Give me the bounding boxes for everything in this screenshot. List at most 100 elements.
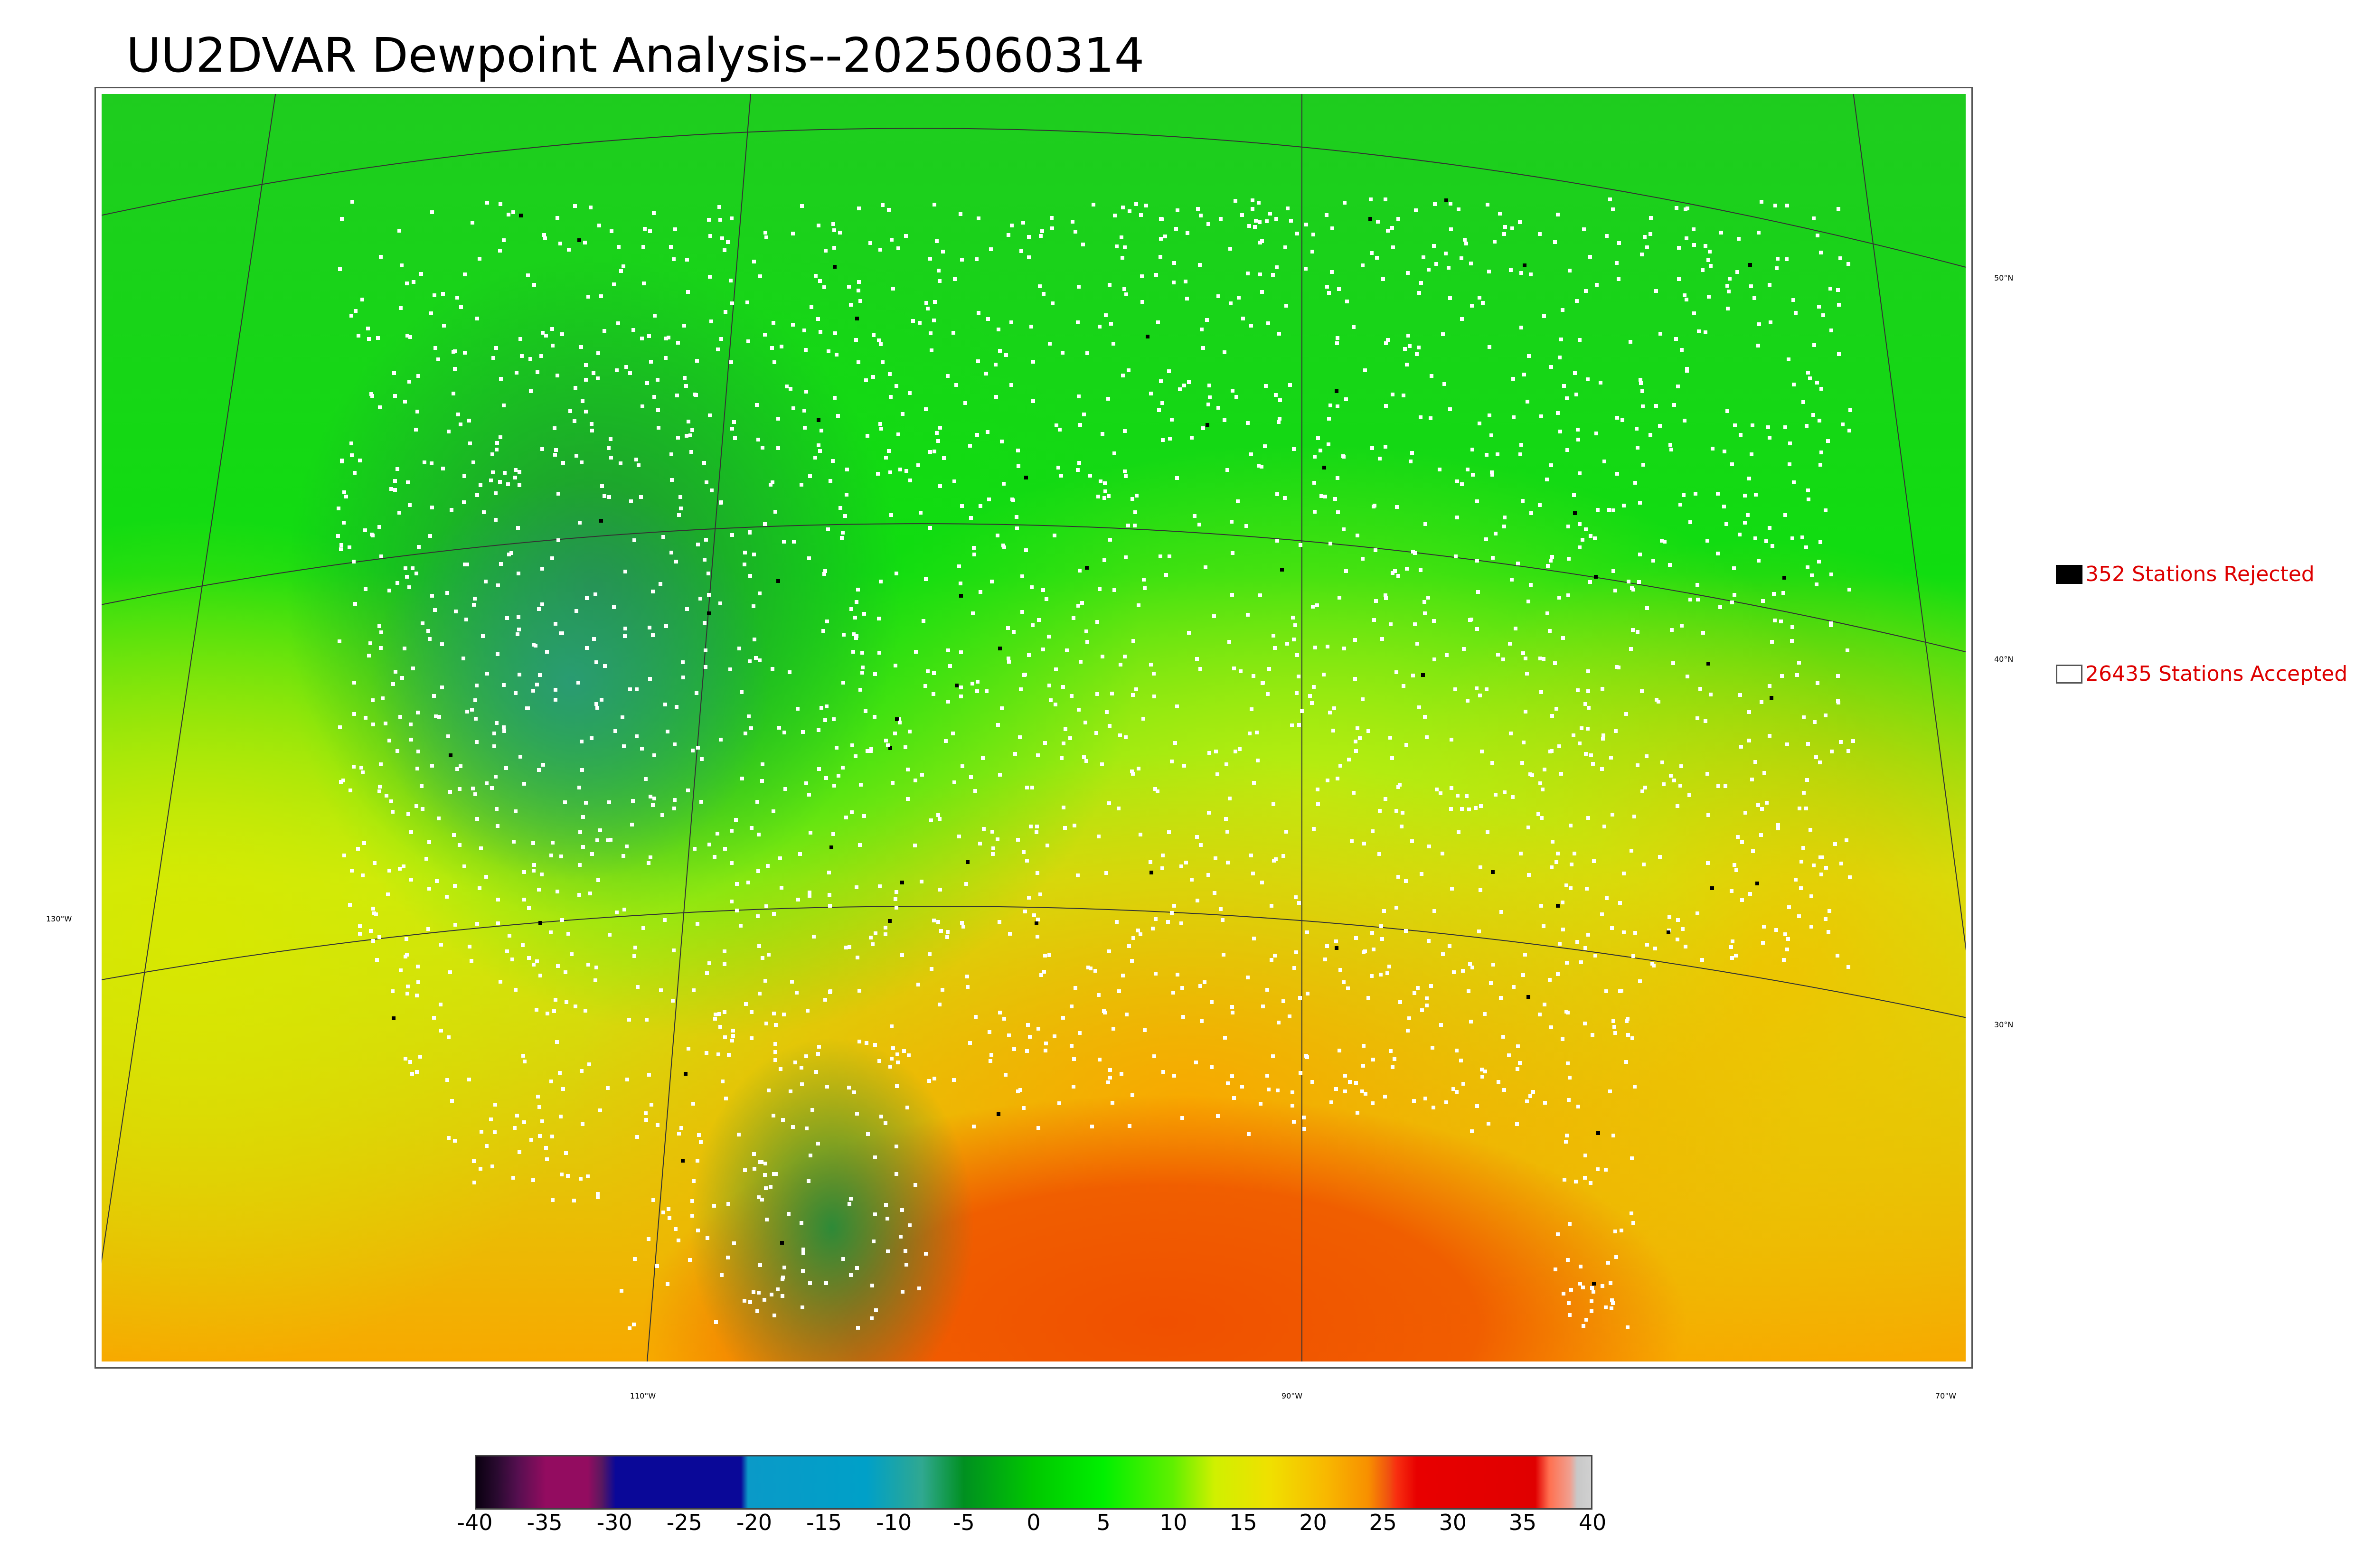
station-accepted-marker: [1353, 638, 1357, 642]
station-accepted-marker: [702, 461, 706, 465]
station-accepted-marker: [675, 705, 678, 709]
station-accepted-marker: [352, 560, 356, 563]
station-accepted-marker: [1649, 433, 1652, 437]
station-accepted-marker: [856, 1326, 860, 1330]
station-accepted-marker: [1025, 859, 1029, 863]
station-accepted-marker: [1295, 653, 1299, 657]
station-accepted-marker: [1140, 300, 1144, 304]
station-accepted-marker: [1787, 357, 1790, 361]
station-accepted-marker: [349, 441, 353, 445]
station-accepted-marker: [1449, 807, 1453, 811]
station-accepted-marker: [1768, 283, 1771, 287]
station-accepted-marker: [708, 413, 712, 417]
station-accepted-marker: [472, 1181, 476, 1184]
station-accepted-marker: [594, 966, 598, 969]
station-accepted-marker: [1247, 1132, 1251, 1136]
station-accepted-marker: [1807, 498, 1810, 501]
station-accepted-marker: [1334, 939, 1338, 943]
station-accepted-marker: [1786, 937, 1790, 941]
station-accepted-marker: [550, 327, 554, 331]
station-accepted-marker: [1624, 712, 1628, 716]
station-accepted-marker: [1166, 920, 1170, 924]
station-accepted-marker: [453, 884, 457, 888]
station-accepted-marker: [1390, 226, 1394, 230]
station-accepted-marker: [1567, 557, 1571, 561]
station-accepted-marker: [649, 855, 652, 859]
station-accepted-marker: [755, 403, 759, 407]
station-accepted-marker: [1677, 246, 1681, 250]
station-accepted-marker: [1460, 317, 1464, 321]
station-accepted-marker: [1608, 1089, 1612, 1093]
station-accepted-marker: [407, 585, 411, 589]
station-accepted-marker: [1516, 1044, 1520, 1048]
station-accepted-marker: [1336, 510, 1340, 514]
station-accepted-marker: [1550, 714, 1554, 718]
station-accepted-marker: [450, 1099, 454, 1103]
station-accepted-marker: [764, 1186, 768, 1190]
station-accepted-marker: [1323, 958, 1327, 961]
station-accepted-marker: [1374, 599, 1378, 603]
station-accepted-marker: [1018, 735, 1022, 739]
station-accepted-marker: [1524, 657, 1527, 660]
station-accepted-marker: [1594, 432, 1598, 435]
station-accepted-marker: [1325, 213, 1328, 217]
station-accepted-marker: [924, 407, 928, 411]
station-accepted-marker: [1327, 291, 1331, 295]
station-accepted-marker: [1403, 347, 1407, 351]
station-accepted-marker: [1201, 426, 1205, 430]
station-accepted-marker: [1083, 721, 1087, 724]
station-accepted-marker: [1485, 453, 1488, 457]
station-accepted-marker: [336, 534, 340, 538]
station-accepted-marker: [1445, 653, 1449, 657]
station-accepted-marker: [1846, 749, 1850, 753]
station-accepted-marker: [1836, 674, 1840, 678]
station-accepted-marker: [870, 1284, 874, 1287]
station-accepted-marker: [969, 775, 973, 779]
station-accepted-marker: [459, 764, 462, 768]
station-accepted-marker: [1080, 601, 1084, 605]
station-accepted-marker: [1783, 513, 1787, 517]
station-accepted-marker: [1688, 520, 1692, 524]
station-accepted-marker: [1200, 328, 1204, 331]
station-accepted-marker: [1098, 1058, 1102, 1061]
station-accepted-marker: [1035, 830, 1038, 834]
station-accepted-marker: [1410, 451, 1414, 455]
station-accepted-marker: [369, 392, 373, 396]
station-accepted-marker: [1223, 1036, 1227, 1040]
station-accepted-marker: [498, 480, 502, 484]
station-accepted-marker: [1002, 482, 1006, 486]
station-accepted-marker: [1342, 527, 1346, 531]
colorbar-tick: -5: [952, 1510, 975, 1535]
station-accepted-marker: [1817, 305, 1821, 309]
station-accepted-marker: [1105, 710, 1109, 714]
station-accepted-marker: [895, 906, 898, 910]
station-rejected-marker: [519, 214, 523, 217]
station-accepted-marker: [585, 596, 589, 600]
station-accepted-marker: [752, 604, 755, 608]
station-accepted-marker: [364, 716, 367, 720]
station-accepted-marker: [1186, 231, 1189, 235]
station-accepted-marker: [1676, 804, 1679, 808]
station-accepted-marker: [757, 833, 761, 836]
station-accepted-marker: [1047, 684, 1051, 687]
station-accepted-marker: [1611, 1301, 1615, 1305]
station-accepted-marker: [1484, 537, 1488, 541]
station-accepted-marker: [1480, 750, 1484, 753]
station-accepted-marker: [338, 725, 342, 729]
station-accepted-marker: [368, 641, 372, 645]
station-accepted-marker: [1354, 936, 1358, 940]
station-accepted-marker: [674, 560, 678, 563]
station-accepted-marker: [415, 1070, 419, 1074]
station-accepted-marker: [468, 945, 471, 948]
station-accepted-marker: [1311, 233, 1315, 236]
station-accepted-marker: [860, 651, 864, 655]
station-accepted-marker: [692, 988, 696, 992]
station-accepted-marker: [1649, 216, 1653, 220]
station-accepted-marker: [1115, 920, 1119, 924]
station-accepted-marker: [405, 334, 409, 338]
station-accepted-marker: [889, 513, 893, 517]
station-accepted-marker: [730, 427, 734, 431]
station-accepted-marker: [890, 238, 894, 242]
station-accepted-marker: [1038, 892, 1042, 896]
station-accepted-marker: [538, 1134, 542, 1138]
